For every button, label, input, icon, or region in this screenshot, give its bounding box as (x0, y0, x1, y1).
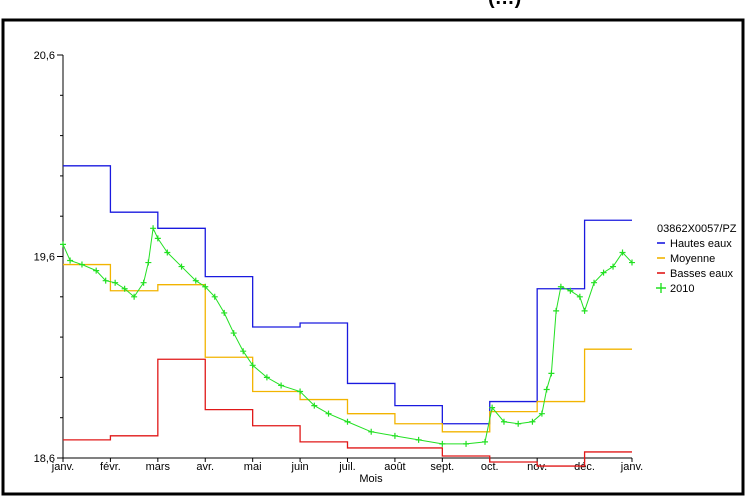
data-point (581, 307, 588, 314)
legend-label: Basses eaux (670, 268, 733, 280)
data-point (221, 309, 228, 316)
data-point (515, 420, 522, 427)
chart-border (1, 18, 745, 496)
x-tick-label: août (384, 461, 405, 473)
data-point (145, 259, 152, 266)
x-tick-label: oct. (481, 461, 499, 473)
data-point (538, 410, 545, 417)
data-point (529, 418, 536, 425)
series-line (62, 226, 633, 445)
legend-label: Hautes eaux (670, 238, 732, 250)
data-point (610, 263, 617, 270)
series-basses-eaux (63, 358, 632, 467)
x-tick-label: sept. (430, 461, 454, 473)
data-point (553, 307, 560, 314)
data-point (368, 428, 375, 435)
data-point (93, 267, 100, 274)
x-tick-label: déc. (574, 461, 595, 473)
legend-swatch (656, 283, 666, 293)
data-point (67, 257, 74, 264)
legend: 03862X0057/PZ Hautes eaux Moyenne Basses e… (656, 223, 737, 295)
data-point (112, 279, 119, 286)
data-point (311, 402, 318, 409)
y-ticks: 18,6 19,6 20,6 (34, 50, 63, 465)
series-line (63, 165, 632, 425)
x-tick-label: janv. (51, 461, 74, 473)
data-point (131, 293, 138, 300)
data-point (263, 374, 270, 381)
chart-title: (…) (488, 0, 521, 9)
data-point (211, 293, 218, 300)
data-point (178, 263, 185, 270)
data-point (192, 277, 199, 284)
data-point (548, 370, 555, 377)
y-tick-label: 18,6 (34, 453, 55, 465)
x-ticks: janv. févr. mars avr. mai juin juil. août sept. o… (51, 458, 643, 473)
data-point (164, 249, 171, 256)
series-2010 (60, 225, 635, 447)
data-point (619, 249, 626, 256)
data-point (240, 348, 247, 355)
y-tick-label: 20,6 (34, 50, 55, 62)
data-point (140, 279, 147, 286)
series-line (63, 263, 632, 433)
data-point (482, 438, 489, 445)
x-tick-label: janv. (620, 461, 643, 473)
data-point (78, 261, 85, 268)
x-tick-label: mai (244, 461, 262, 473)
data-point (60, 241, 66, 248)
x-tick-label: juil. (338, 461, 356, 473)
series-line (63, 358, 632, 467)
legend-title: 03862X0057/PZ (657, 223, 737, 235)
data-point (121, 285, 128, 292)
x-tick-label: avr. (196, 461, 214, 473)
series-hautes-eaux (63, 165, 632, 425)
data-point (500, 418, 507, 425)
data-point (591, 279, 598, 286)
data-point (600, 269, 607, 276)
data-point (629, 259, 635, 266)
data-point (102, 277, 109, 284)
data-point (344, 418, 351, 425)
data-point (391, 432, 398, 439)
data-point (230, 330, 237, 337)
data-point (415, 436, 422, 443)
data-point (249, 362, 256, 369)
x-tick-label: févr. (100, 461, 121, 473)
legend-label: 2010 (670, 283, 694, 295)
data-point (543, 386, 550, 393)
x-axis-label: Mois (359, 473, 383, 485)
x-tick-label: juin (291, 461, 309, 473)
data-point (576, 293, 583, 300)
data-point (297, 388, 304, 395)
data-point (325, 410, 332, 417)
x-tick-label: nov. (527, 461, 547, 473)
data-point (489, 404, 496, 411)
x-tick-label: mars (146, 461, 171, 473)
series-moyenne (63, 263, 632, 433)
legend-label: Moyenne (670, 253, 715, 265)
data-point (439, 440, 446, 447)
data-point (557, 283, 564, 290)
data-point (463, 440, 470, 447)
data-point (278, 382, 285, 389)
data-point (202, 283, 209, 290)
data-point (150, 225, 157, 232)
data-point (154, 235, 161, 242)
series-group (60, 165, 635, 467)
data-point (567, 287, 574, 294)
y-tick-label: 19,6 (34, 252, 55, 264)
